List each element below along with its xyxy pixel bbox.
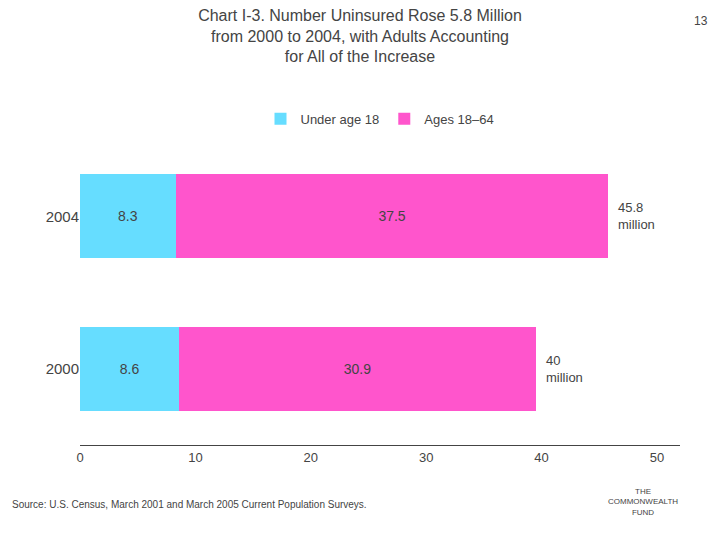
svg-text:Under age 18: Under age 18 [301, 112, 380, 127]
svg-text:37.5: 37.5 [378, 208, 405, 224]
svg-text:Ages 18–64: Ages 18–64 [424, 112, 493, 127]
svg-text:50: 50 [650, 450, 664, 465]
svg-text:8.6: 8.6 [120, 361, 140, 377]
svg-text:8.3: 8.3 [118, 208, 138, 224]
svg-text:30.9: 30.9 [344, 361, 371, 377]
svg-text:40: 40 [534, 450, 548, 465]
svg-text:Chart I-3. Number Uninsured Ro: Chart I-3. Number Uninsured Rose 5.8 Mil… [198, 7, 522, 66]
svg-text:20: 20 [304, 450, 318, 465]
svg-text:40million: 40million [546, 353, 583, 385]
svg-text:2004: 2004 [46, 208, 79, 225]
svg-text:13: 13 [694, 14, 708, 28]
svg-text:30: 30 [419, 450, 433, 465]
svg-text:45.8million: 45.8million [618, 200, 655, 232]
svg-text:Source: U.S. Census, March 200: Source: U.S. Census, March 2001 and Marc… [12, 499, 367, 510]
svg-text:2000: 2000 [46, 360, 79, 377]
svg-text:0: 0 [76, 450, 83, 465]
svg-text:THECOMMONWEALTHFUND: THECOMMONWEALTHFUND [608, 487, 678, 517]
svg-text:10: 10 [188, 450, 202, 465]
